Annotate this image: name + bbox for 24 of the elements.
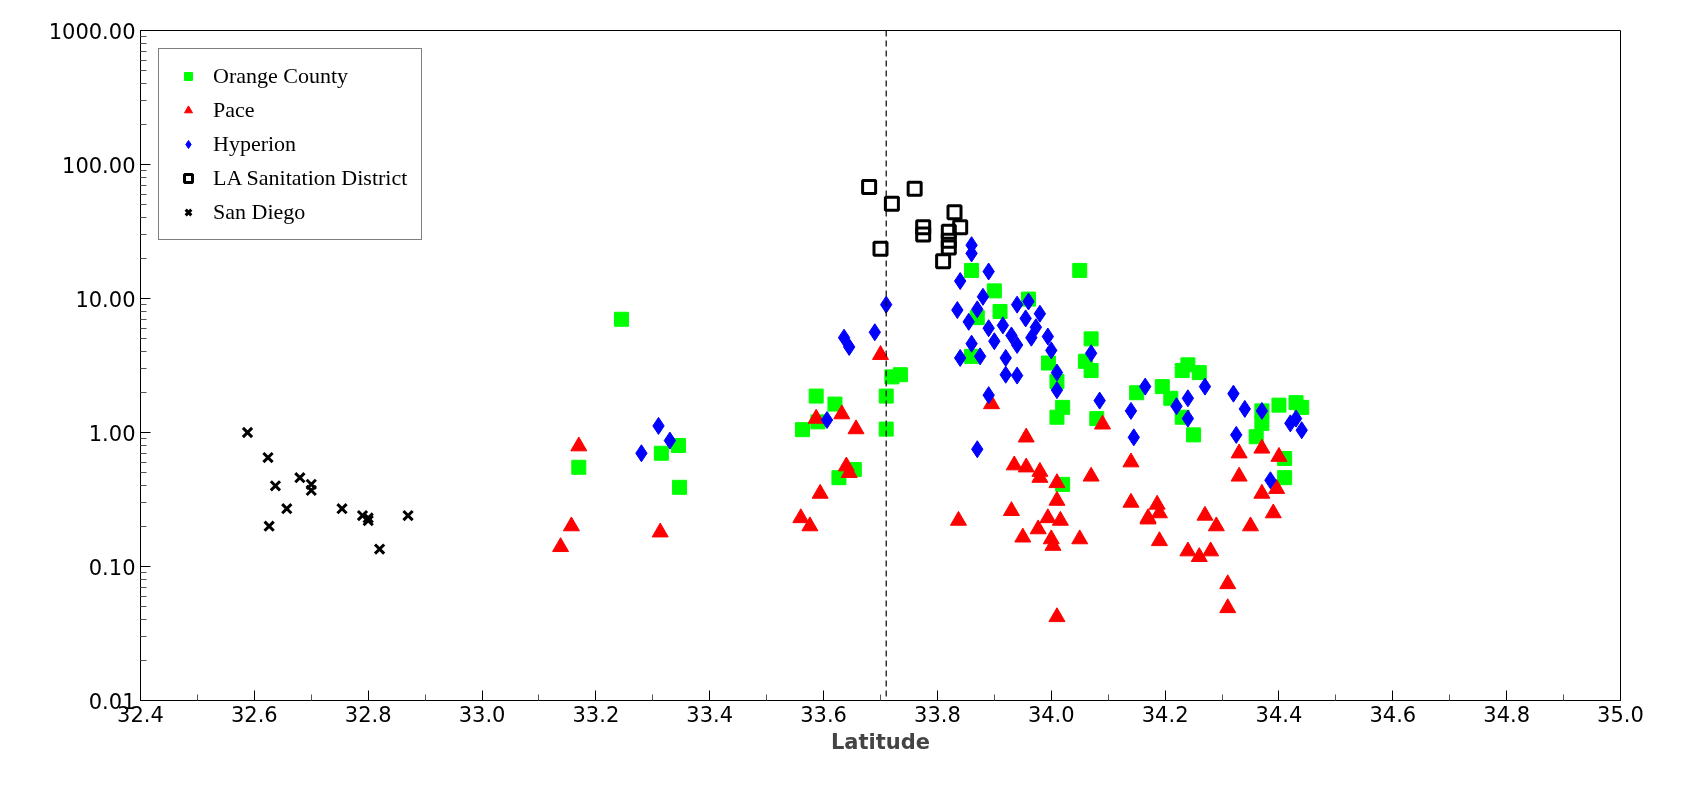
x-tick-label: 33.4 xyxy=(686,702,734,727)
x-tick-label: 32.8 xyxy=(344,702,392,727)
x-tick-label: 32.6 xyxy=(230,702,278,727)
legend-label: Pace xyxy=(213,97,255,123)
x-tick-label: 34.6 xyxy=(1369,702,1417,727)
y-tick-label: 10.00 xyxy=(75,287,136,312)
x-axis-title: Latitude xyxy=(830,729,931,754)
legend-label: Hyperion xyxy=(213,131,297,157)
x-tick-label: 33.6 xyxy=(800,702,847,727)
x-tick-label: 34.8 xyxy=(1483,702,1531,727)
x-tick-label: 34.4 xyxy=(1255,702,1303,727)
legend-label: Orange County xyxy=(213,63,349,89)
y-tick-label: 1.00 xyxy=(88,421,136,446)
x-tick-label: 34.2 xyxy=(1141,702,1189,727)
x-tick-label: 35.0 xyxy=(1597,702,1644,727)
legend-label: San Diego xyxy=(213,199,306,225)
x-tick-label: 34.0 xyxy=(1027,702,1075,727)
y-tick-label: 1000.00 xyxy=(48,19,136,44)
x-tick-label: 33.0 xyxy=(458,702,506,727)
y-tick-label: 100.00 xyxy=(62,153,136,178)
legend-label: LA Sanitation District xyxy=(213,165,408,191)
y-tick-label: 0.10 xyxy=(88,555,136,580)
x-tick-label: 33.2 xyxy=(572,702,620,727)
x-tick-label: 33.8 xyxy=(914,702,961,727)
